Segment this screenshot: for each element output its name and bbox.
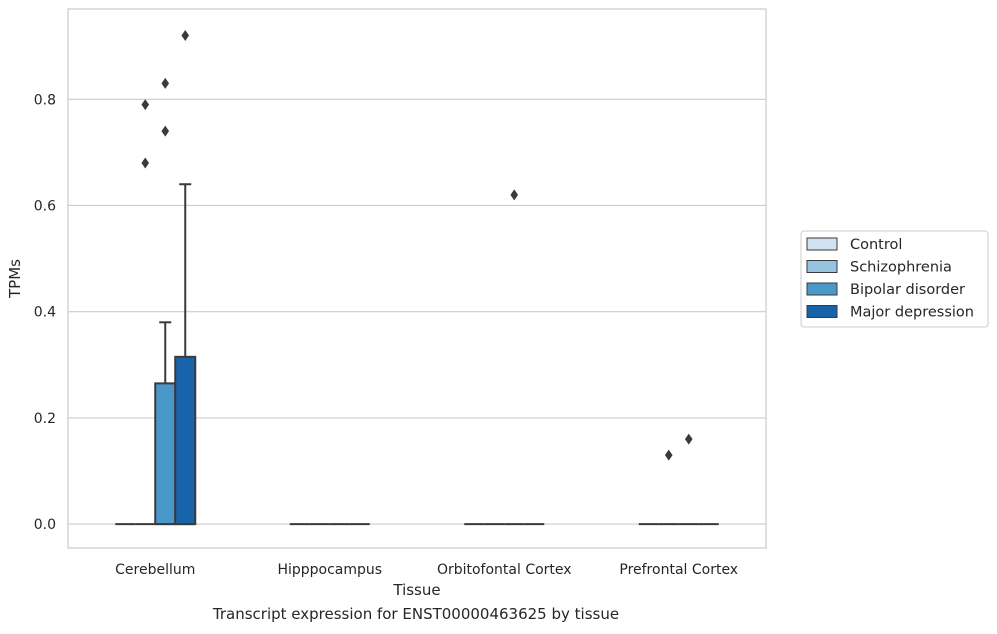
y-tick-label: 0.6 [34, 198, 56, 214]
plot-area-frame [67, 8, 767, 549]
box [678, 433, 699, 526]
legend-swatch [806, 260, 838, 273]
x-tick-label: Orbitofontal Cortex [437, 562, 572, 578]
y-tick-labels: 0.0 0.2 0.4 0.6 0.8 [34, 92, 56, 533]
y-tick-label: 0.4 [34, 305, 56, 321]
legend-swatch [806, 305, 838, 318]
legend-label: Schizophrenia [850, 260, 952, 276]
legend-label: Control [850, 237, 902, 253]
x-tick-label: Hipppocampus [277, 562, 382, 578]
legend-label: Major depression [850, 305, 974, 321]
x-axis-title: Tissue [392, 581, 440, 599]
series-schizophrenia [135, 99, 679, 526]
y-axis-title: TPMs [6, 259, 24, 299]
outlier-point [141, 99, 150, 111]
box [174, 30, 197, 526]
outlier-point [141, 157, 150, 169]
x-tick-label: Prefrontal Cortex [619, 562, 738, 578]
box [658, 449, 679, 526]
series-major-depression [174, 30, 719, 526]
legend-swatch [806, 237, 838, 251]
legend-frame [800, 230, 989, 328]
y-tick-label: 0.2 [34, 411, 56, 427]
legend-label: Bipolar disorder [850, 282, 965, 298]
figure-caption: Transcript expression for ENST0000046362… [212, 605, 620, 623]
box-body [154, 382, 177, 526]
legend: Control Schizophrenia Bipolar disorder Majo… [800, 230, 989, 328]
x-tick-labels: Cerebellum Hipppocampus Orbitofontal Corte… [115, 562, 738, 578]
outlier-point [664, 449, 673, 461]
legend-swatch [806, 282, 838, 296]
outlier-point [161, 77, 170, 89]
outlier-point [161, 125, 170, 137]
outlier-point [181, 30, 190, 42]
box [135, 99, 156, 526]
outlier-point [684, 433, 693, 445]
x-tick-label: Cerebellum [115, 562, 195, 578]
box [154, 77, 177, 526]
y-tick-label: 0.0 [34, 517, 56, 533]
box-plot-series [115, 30, 719, 526]
series-bipolar-disorder [154, 77, 699, 526]
box-body [174, 355, 197, 526]
y-tick-label: 0.8 [34, 92, 56, 108]
outlier-point [510, 189, 519, 201]
box [504, 189, 525, 526]
